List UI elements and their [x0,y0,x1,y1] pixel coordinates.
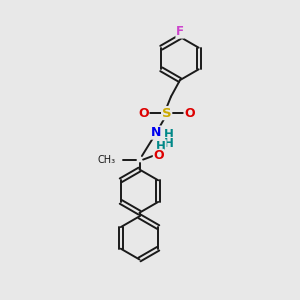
Text: S: S [162,106,171,120]
Text: H: H [164,137,173,151]
Text: H: H [164,128,173,142]
Text: O: O [184,106,195,120]
Text: F: F [176,25,184,38]
Text: H: H [156,140,166,153]
Text: O: O [153,149,164,163]
Text: O: O [138,106,149,120]
Text: CH₃: CH₃ [98,154,116,165]
Text: N: N [151,126,161,139]
